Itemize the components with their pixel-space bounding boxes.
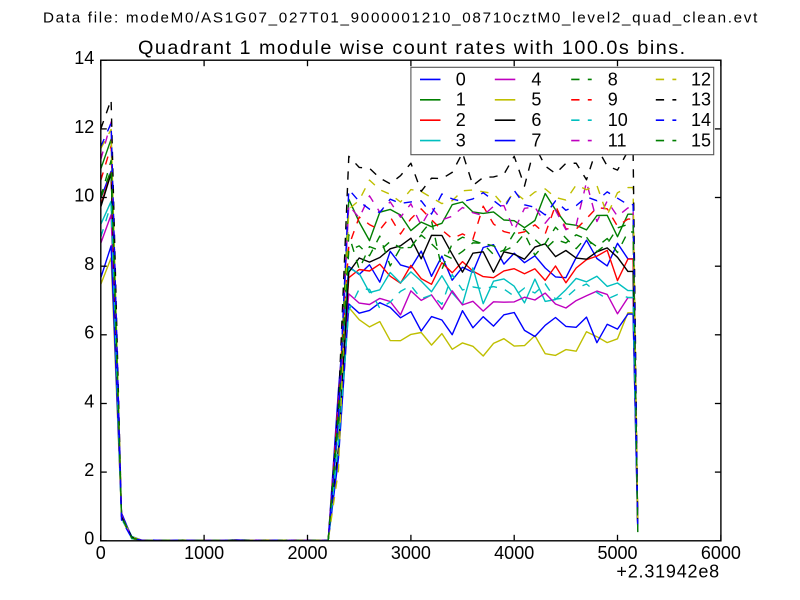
svg-text:1: 1: [456, 90, 466, 110]
svg-text:10: 10: [74, 185, 94, 205]
svg-text:Data file: modeM0/AS1G07_027T0: Data file: modeM0/AS1G07_027T01_90000012…: [43, 9, 759, 26]
svg-text:3: 3: [456, 131, 466, 151]
svg-text:11: 11: [608, 131, 627, 151]
svg-text:8: 8: [608, 69, 618, 89]
svg-text:0: 0: [96, 543, 106, 563]
svg-text:7: 7: [531, 131, 541, 151]
svg-text:Quadrant 1 module wise count r: Quadrant 1 module wise count rates with …: [138, 37, 687, 59]
svg-text:4: 4: [531, 69, 541, 89]
svg-text:5: 5: [531, 90, 541, 110]
svg-text:+2.31942e8: +2.31942e8: [616, 561, 720, 581]
svg-text:6000: 6000: [701, 543, 741, 563]
svg-text:12: 12: [691, 69, 711, 89]
svg-text:14: 14: [691, 110, 711, 130]
svg-text:10: 10: [608, 110, 628, 130]
svg-text:0: 0: [84, 529, 94, 549]
svg-text:6: 6: [84, 323, 94, 343]
svg-text:2000: 2000: [287, 543, 327, 563]
svg-text:9: 9: [608, 90, 618, 110]
svg-text:4: 4: [84, 391, 94, 411]
svg-text:0: 0: [456, 69, 466, 89]
svg-text:3000: 3000: [391, 543, 431, 563]
svg-text:8: 8: [84, 254, 94, 274]
svg-text:12: 12: [74, 117, 94, 137]
svg-text:2: 2: [84, 460, 94, 480]
svg-text:6: 6: [531, 110, 541, 130]
svg-text:5000: 5000: [597, 543, 637, 563]
svg-text:2: 2: [456, 110, 466, 130]
svg-text:1000: 1000: [184, 543, 224, 563]
svg-text:4000: 4000: [494, 543, 534, 563]
svg-text:14: 14: [74, 48, 94, 68]
svg-text:13: 13: [691, 90, 711, 110]
svg-text:15: 15: [691, 131, 711, 151]
